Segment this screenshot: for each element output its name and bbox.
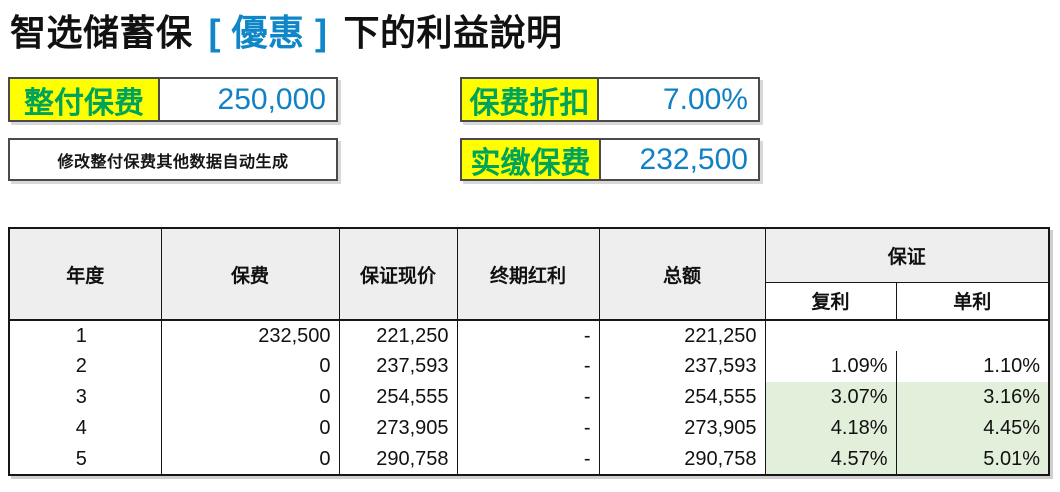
title-prefix: 智选储蓄保 [10,12,193,53]
year-cell: 2 [8,351,162,382]
paid-premium-label: 实缴保费 [462,140,601,180]
discount-label: 保费折扣 [462,79,599,120]
table-row: 4 0 273,905 - 273,905 4.18% 4.45% [8,413,1050,444]
table-row: 3 0 254,555 - 254,555 3.07% 3.16% [8,382,1050,413]
table-row: 1 232,500 221,250 - 221,250 [8,320,1050,351]
compound-cell: 1.09% [764,351,897,382]
header-guarantee: 保证 [764,227,1050,283]
single-premium-box: 整付保费 250,000 [8,77,338,122]
simple-cell: 5.01% [895,444,1050,475]
title-highlight: [ 優惠 ] [208,12,328,53]
single-premium-value[interactable]: 250,000 [217,82,326,116]
header-total: 总额 [598,227,766,321]
guarantee-empty-cell [764,320,1050,351]
year-cell: 1 [8,320,162,351]
note-box: 修改整付保费其他数据自动生成 [8,138,338,181]
simple-cell: 3.16% [895,382,1050,413]
guaranteed-value-cell: 237,593 [338,351,458,382]
compound-cell: 4.18% [764,413,897,444]
simple-cell: 4.45% [895,413,1050,444]
premium-cell: 0 [160,444,340,475]
terminal-bonus-cell: - [456,351,600,382]
terminal-bonus-cell: - [456,382,600,413]
header-simple: 单利 [895,281,1050,321]
table-row: 5 0 290,758 - 290,758 4.57% 5.01% [8,444,1050,475]
total-cell: 290,758 [598,444,766,475]
compound-cell: 4.57% [764,444,897,475]
total-cell: 273,905 [598,413,766,444]
total-cell: 254,555 [598,382,766,413]
year-cell: 4 [8,413,162,444]
title-suffix: 下的利益說明 [343,12,563,53]
total-cell: 237,593 [598,351,766,382]
premium-cell: 232,500 [160,320,340,351]
header-compound: 复利 [764,281,897,321]
discount-box: 保费折扣 7.00% [460,77,760,122]
single-premium-label: 整付保费 [10,79,160,120]
guaranteed-value-cell: 273,905 [338,413,458,444]
guaranteed-value-cell: 290,758 [338,444,458,475]
premium-cell: 0 [160,351,340,382]
year-cell: 5 [8,444,162,475]
paid-premium-value: 232,500 [639,142,748,176]
table-row: 2 0 237,593 - 237,593 1.09% 1.10% [8,351,1050,382]
total-cell: 221,250 [598,320,766,351]
simple-cell: 1.10% [895,351,1050,382]
terminal-bonus-cell: - [456,444,600,475]
compound-cell: 3.07% [764,382,897,413]
guaranteed-value-cell: 221,250 [338,320,458,351]
page-title: 智选储蓄保 [ 優惠 ] 下的利益說明 [10,4,563,56]
terminal-bonus-cell: - [456,413,600,444]
discount-value[interactable]: 7.00% [662,82,748,116]
header-terminal-bonus: 终期红利 [456,227,600,321]
benefit-table: 年度 保费 保证现价 终期红利 总额 保证 复利 单利 1 232,500 22… [8,227,1051,476]
terminal-bonus-cell: - [456,320,600,351]
header-premium: 保费 [160,227,340,321]
year-cell: 3 [8,382,162,413]
premium-cell: 0 [160,413,340,444]
premium-cell: 0 [160,382,340,413]
paid-premium-box: 实缴保费 232,500 [460,138,760,181]
header-guaranteed-value: 保证现价 [338,227,458,321]
note-text: 修改整付保费其他数据自动生成 [57,153,289,171]
guaranteed-value-cell: 254,555 [338,382,458,413]
header-year: 年度 [8,227,162,321]
